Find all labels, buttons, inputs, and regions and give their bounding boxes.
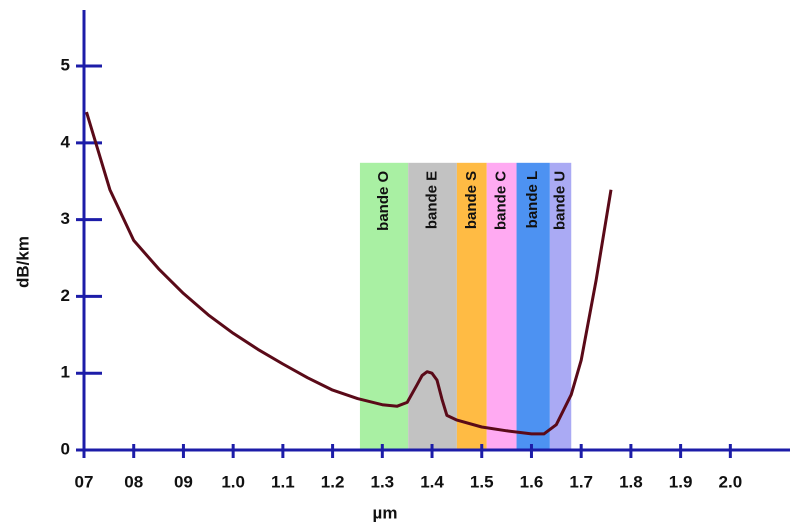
- band: [549, 162, 572, 451]
- band: [486, 162, 517, 451]
- band-label: bande S: [463, 171, 480, 229]
- band: [516, 162, 550, 451]
- x-tick-label: 2.0: [719, 472, 743, 491]
- x-tick-label: 08: [124, 472, 143, 491]
- x-tick-label: 1.5: [470, 472, 494, 491]
- x-tick-label: 1.4: [420, 472, 444, 491]
- x-tick-label: 1.7: [569, 472, 593, 491]
- y-tick-label: 2: [61, 286, 70, 305]
- band: [456, 162, 487, 451]
- x-tick-label: 1.1: [271, 472, 295, 491]
- y-tick-label: 4: [61, 132, 71, 151]
- band-label: bande E: [423, 171, 440, 229]
- band-label: bande U: [552, 171, 569, 230]
- y-tick-label: 0: [61, 439, 70, 458]
- y-axis-label: dB/km: [13, 236, 32, 288]
- x-tick-label: 07: [75, 472, 94, 491]
- band: [408, 162, 457, 451]
- x-tick-label: 1.8: [619, 472, 643, 491]
- y-tick-label: 3: [61, 209, 70, 228]
- band-label: bande O: [375, 170, 392, 230]
- band-label: bande L: [524, 171, 541, 229]
- y-tick-label: 5: [61, 56, 70, 75]
- x-tick-label: 1.6: [520, 472, 544, 491]
- x-tick-label: 09: [174, 472, 193, 491]
- attenuation-curve: [85, 111, 613, 436]
- x-tick-label: 1.3: [370, 472, 394, 491]
- x-tick-label: 1.9: [669, 472, 693, 491]
- x-tick-label: 1.2: [321, 472, 345, 491]
- x-axis-label: µm: [373, 503, 398, 522]
- y-tick-label: 1: [61, 363, 70, 382]
- x-tick-label: 1.0: [221, 472, 245, 491]
- band-label: bande C: [493, 171, 510, 230]
